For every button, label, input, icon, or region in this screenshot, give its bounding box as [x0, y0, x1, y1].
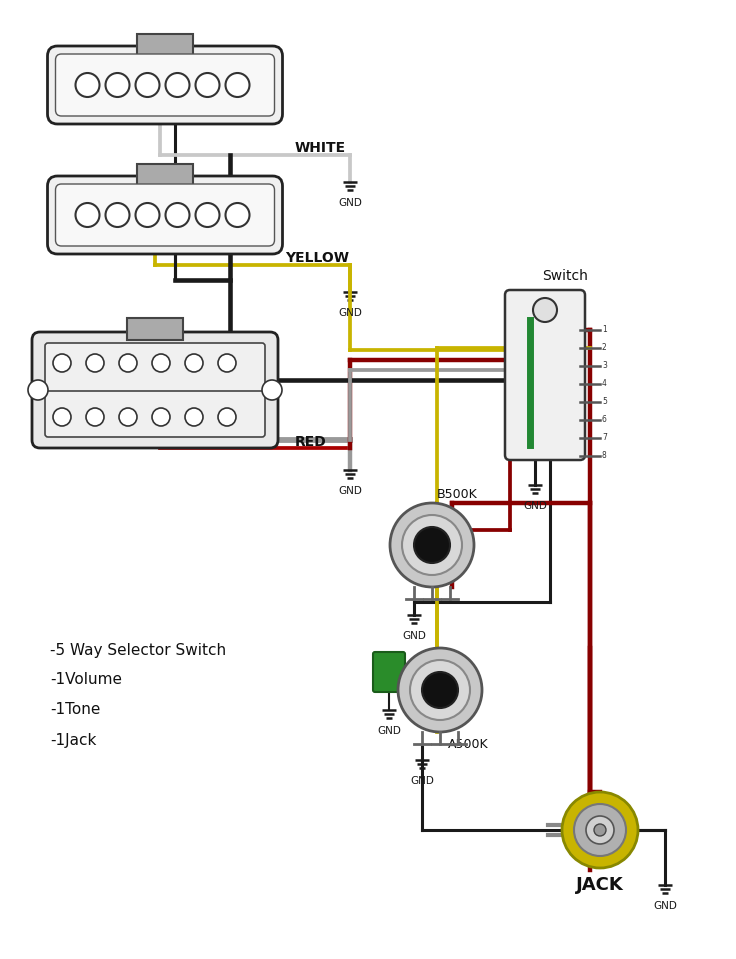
Circle shape	[196, 203, 219, 227]
FancyBboxPatch shape	[137, 164, 193, 186]
Text: GND: GND	[402, 631, 426, 641]
Text: B500K: B500K	[437, 488, 478, 502]
Text: GND: GND	[338, 308, 362, 318]
Text: JACK: JACK	[576, 876, 624, 894]
Circle shape	[422, 672, 458, 708]
FancyBboxPatch shape	[48, 176, 283, 254]
Circle shape	[225, 73, 250, 97]
Circle shape	[76, 203, 99, 227]
Text: WHITE: WHITE	[295, 141, 346, 155]
Text: GND: GND	[523, 501, 547, 511]
Text: 3: 3	[602, 362, 607, 370]
Circle shape	[594, 824, 606, 836]
Circle shape	[135, 73, 160, 97]
Circle shape	[410, 660, 470, 720]
Text: GND: GND	[377, 726, 401, 736]
Circle shape	[218, 408, 236, 426]
Text: GND: GND	[653, 901, 677, 911]
Circle shape	[86, 408, 104, 426]
FancyBboxPatch shape	[505, 290, 585, 460]
Text: GND: GND	[338, 486, 362, 496]
Text: -1Volume: -1Volume	[50, 672, 122, 688]
Circle shape	[562, 792, 638, 868]
Text: 7: 7	[602, 433, 607, 442]
Circle shape	[53, 408, 71, 426]
Text: A500K: A500K	[448, 738, 489, 752]
Circle shape	[196, 73, 219, 97]
Text: 4: 4	[602, 380, 607, 388]
Circle shape	[586, 816, 614, 844]
Circle shape	[402, 515, 462, 575]
FancyBboxPatch shape	[55, 184, 275, 246]
Circle shape	[262, 380, 282, 400]
Text: 8: 8	[602, 452, 606, 460]
Circle shape	[414, 527, 450, 563]
Text: -1Jack: -1Jack	[50, 733, 96, 747]
FancyBboxPatch shape	[45, 343, 265, 391]
Circle shape	[574, 804, 626, 856]
Circle shape	[105, 203, 130, 227]
Circle shape	[28, 380, 48, 400]
Text: Switch: Switch	[542, 269, 588, 283]
Circle shape	[152, 408, 170, 426]
Text: 6: 6	[602, 415, 607, 425]
Circle shape	[533, 298, 557, 322]
Text: 5: 5	[602, 397, 607, 407]
Circle shape	[119, 354, 137, 372]
FancyBboxPatch shape	[137, 34, 193, 56]
Circle shape	[166, 73, 189, 97]
Circle shape	[105, 73, 130, 97]
Text: GND: GND	[410, 776, 434, 786]
Text: RED: RED	[295, 435, 327, 449]
Circle shape	[86, 354, 104, 372]
Circle shape	[166, 203, 189, 227]
Circle shape	[390, 503, 474, 587]
Text: 2: 2	[602, 343, 606, 353]
Text: YELLOW: YELLOW	[285, 251, 349, 265]
Circle shape	[135, 203, 160, 227]
Circle shape	[185, 354, 203, 372]
FancyBboxPatch shape	[55, 54, 275, 116]
Text: VOLUME: VOLUME	[414, 541, 450, 550]
Circle shape	[53, 354, 71, 372]
FancyBboxPatch shape	[127, 318, 183, 340]
Circle shape	[76, 73, 99, 97]
Circle shape	[398, 648, 482, 732]
Text: -1Tone: -1Tone	[50, 703, 100, 717]
Text: GND: GND	[338, 198, 362, 208]
Circle shape	[218, 354, 236, 372]
Text: 1: 1	[602, 325, 606, 335]
FancyBboxPatch shape	[373, 652, 405, 692]
Circle shape	[225, 203, 250, 227]
FancyBboxPatch shape	[48, 46, 283, 124]
Text: TO NE: TO NE	[427, 686, 453, 694]
Text: -5 Way Selector Switch: -5 Way Selector Switch	[50, 643, 226, 658]
Circle shape	[152, 354, 170, 372]
Circle shape	[119, 408, 137, 426]
FancyBboxPatch shape	[32, 332, 278, 448]
FancyBboxPatch shape	[45, 389, 265, 437]
Circle shape	[185, 408, 203, 426]
